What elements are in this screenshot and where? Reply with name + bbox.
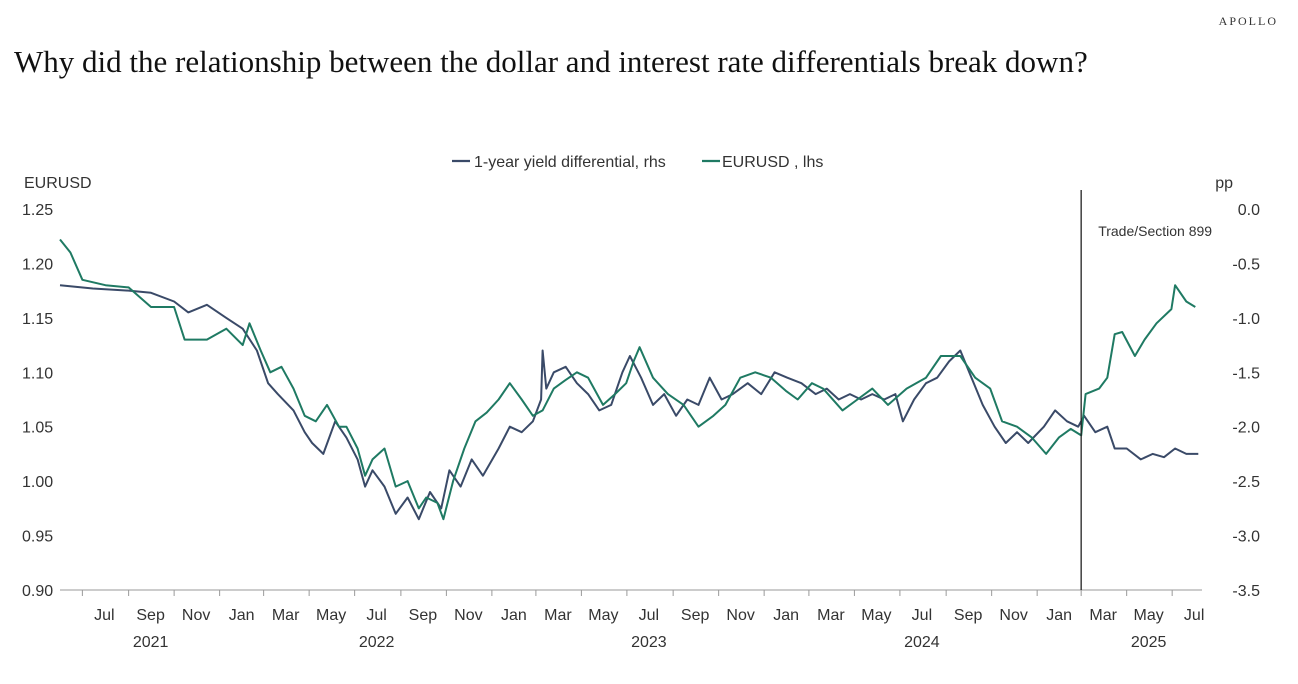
series-layer bbox=[59, 238, 1199, 521]
y-right-tick-label: -3.0 bbox=[1232, 529, 1260, 546]
y-left-tick-label: 0.95 bbox=[22, 529, 53, 546]
y-right-tick-label: -1.0 bbox=[1232, 311, 1260, 328]
y-right-tick-label: -2.5 bbox=[1232, 474, 1260, 491]
x-tick-label: Jul bbox=[1184, 607, 1204, 624]
x-tick-label: Sep bbox=[409, 607, 438, 624]
y-right-axis-label: pp bbox=[1215, 175, 1233, 192]
x-tick-label: Nov bbox=[999, 607, 1027, 624]
event-marker-label: Trade/Section 899 bbox=[1098, 223, 1212, 239]
y-left-tick-label: 1.25 bbox=[22, 202, 53, 219]
x-tick-label: Mar bbox=[272, 607, 300, 624]
x-tick-label: Mar bbox=[817, 607, 845, 624]
y-right-ticks: 0.0 -0.5 -1.0 -1.5 -2.0 -2.5 -3.0 -3.5 bbox=[1232, 202, 1260, 600]
x-tick-label: Mar bbox=[544, 607, 572, 624]
x-tick-label: Nov bbox=[182, 607, 210, 624]
chart-legend: 1-year yield differential, rhs EURUSD , … bbox=[452, 154, 823, 171]
legend-label-yield: 1-year yield differential, rhs bbox=[474, 154, 666, 171]
x-tick-label: Nov bbox=[726, 607, 754, 624]
y-left-tick-label: 1.15 bbox=[22, 311, 53, 328]
y-right-tick-label: 0.0 bbox=[1238, 202, 1260, 219]
y-right-tick-label: -1.5 bbox=[1232, 365, 1260, 382]
x-year-label: 2024 bbox=[904, 634, 940, 651]
x-tick-label: May bbox=[861, 607, 891, 624]
x-year-label: 2021 bbox=[133, 634, 169, 651]
x-tick-label: Jul bbox=[94, 607, 114, 624]
y-right-tick-label: -3.5 bbox=[1232, 583, 1260, 600]
y-left-tick-label: 0.90 bbox=[22, 583, 53, 600]
x-tick-label: Jul bbox=[639, 607, 659, 624]
x-year-label: 2022 bbox=[359, 634, 395, 651]
y-left-tick-label: 1.20 bbox=[22, 256, 53, 273]
x-tick-label: Sep bbox=[681, 607, 710, 624]
x-tick-label: Jan bbox=[773, 607, 799, 624]
x-tick-label: May bbox=[588, 607, 618, 624]
x-year-label: 2023 bbox=[631, 634, 667, 651]
brand-logo: APOLLO bbox=[1218, 14, 1278, 28]
y-right-tick-label: -0.5 bbox=[1232, 256, 1260, 273]
x-tick-label: Jan bbox=[229, 607, 255, 624]
y-left-tick-label: 1.05 bbox=[22, 420, 53, 437]
page-title: Why did the relationship between the dol… bbox=[14, 44, 1088, 79]
x-tick-label: May bbox=[1134, 607, 1164, 624]
y-left-ticks: 1.25 1.20 1.15 1.10 1.05 1.00 0.95 0.90 bbox=[22, 202, 53, 600]
x-tick-label: Mar bbox=[1089, 607, 1117, 624]
x-tick-label: Jan bbox=[501, 607, 527, 624]
x-tick-label: Nov bbox=[454, 607, 482, 624]
x-tick-label: May bbox=[316, 607, 346, 624]
x-tick-label: Jul bbox=[366, 607, 386, 624]
y-right-tick-label: -2.0 bbox=[1232, 420, 1260, 437]
series-line-yield-differential bbox=[59, 284, 1199, 521]
y-left-tick-label: 1.10 bbox=[22, 365, 53, 382]
x-year-label: 2025 bbox=[1131, 634, 1167, 651]
x-tick-label: Sep bbox=[136, 607, 165, 624]
y-left-tick-label: 1.00 bbox=[22, 474, 53, 491]
x-tick-label: Sep bbox=[954, 607, 983, 624]
x-ticks: Jul Sep Nov Jan Mar May Jul Sep Nov Jan Mar May Jul S… bbox=[81, 590, 1204, 651]
x-tick-label: Jul bbox=[912, 607, 932, 624]
x-tick-label: Jan bbox=[1046, 607, 1072, 624]
legend-label-eurusd: EURUSD , lhs bbox=[722, 154, 823, 171]
y-left-axis-label: EURUSD bbox=[24, 175, 92, 192]
series-line-eurusd bbox=[59, 238, 1196, 521]
